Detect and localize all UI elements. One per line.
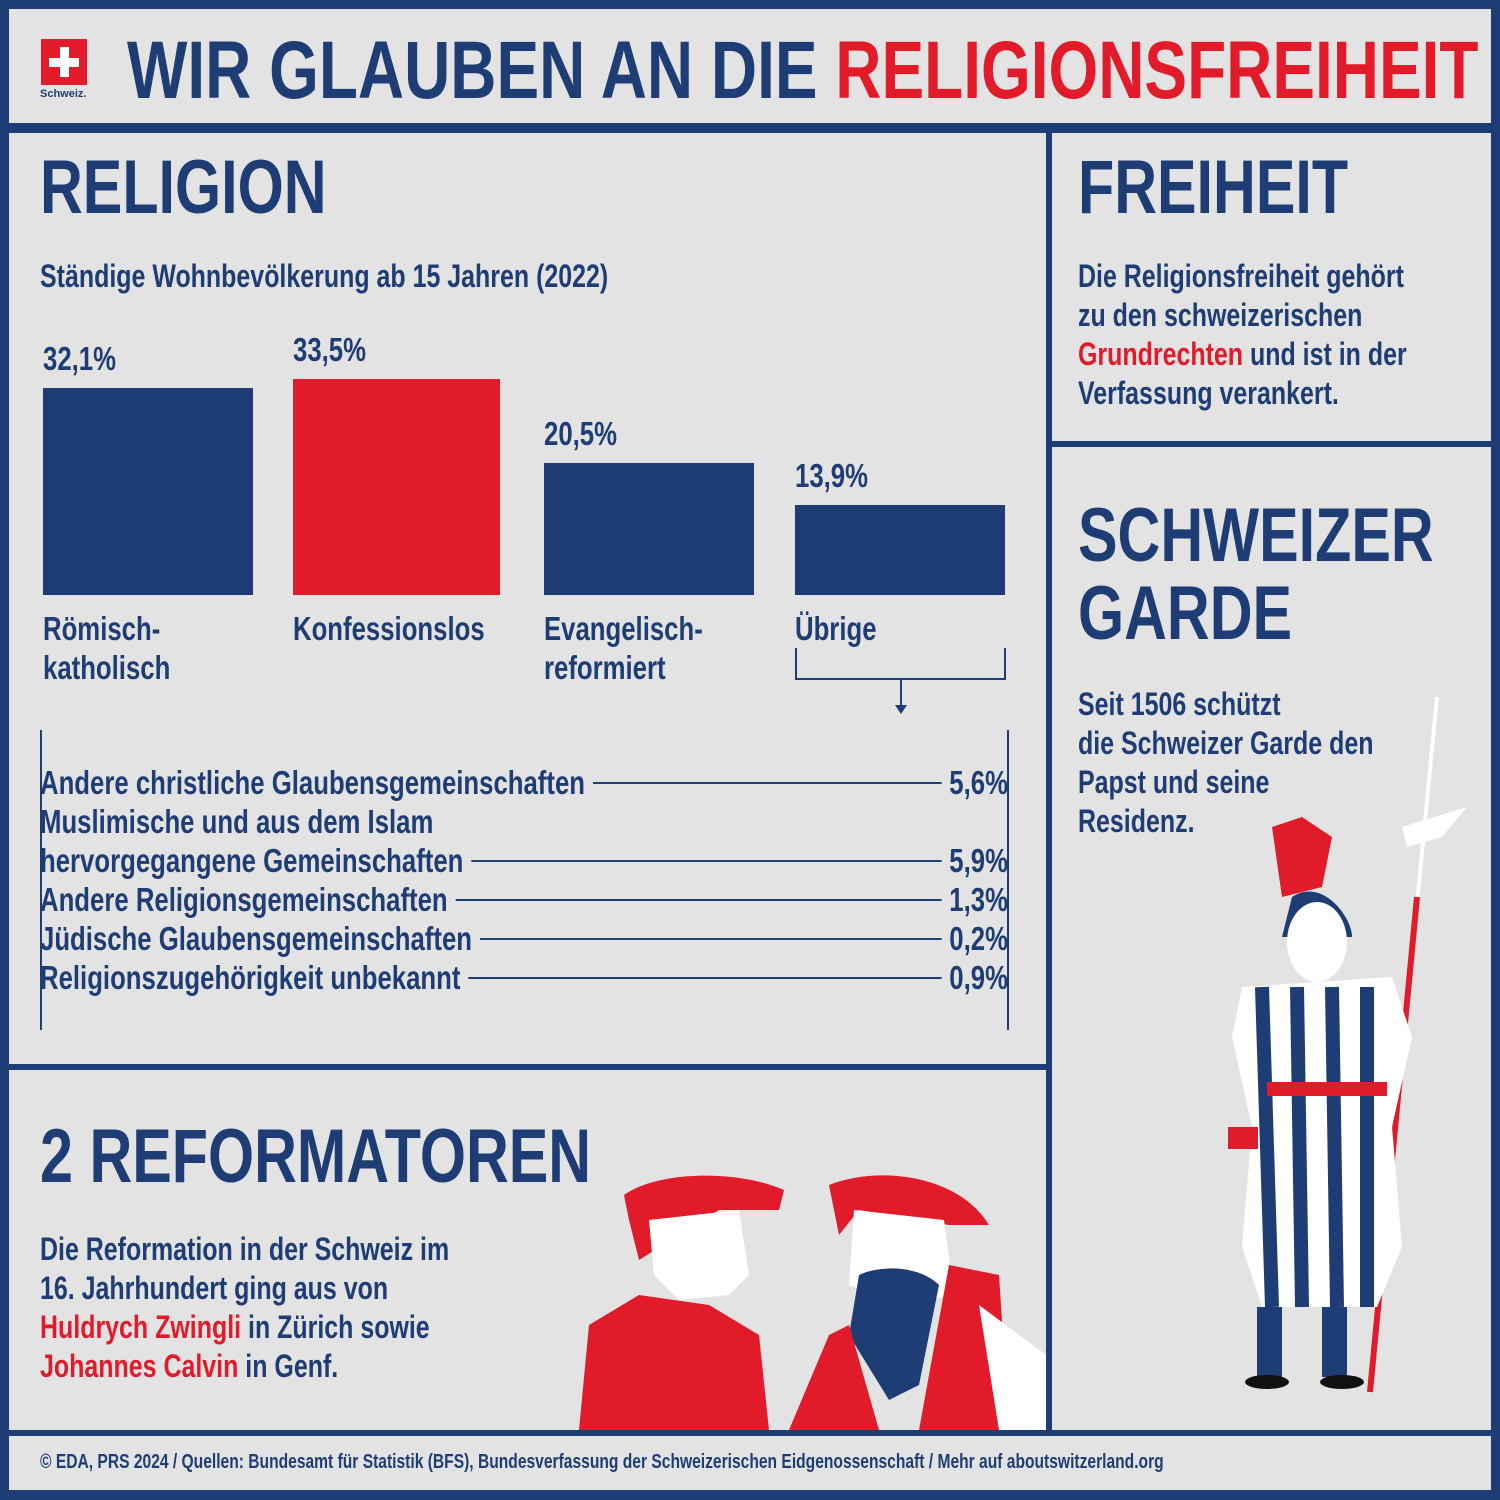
reformers-illustration xyxy=(579,1175,1046,1430)
bar-0 xyxy=(43,387,253,595)
freiheit-text: Die Religionsfreiheit gehört zu den schw… xyxy=(1078,258,1407,411)
breakdown-value: 5,6% xyxy=(949,764,1008,801)
uebrige-bracket xyxy=(795,648,1006,680)
breakdown-value: 0,2% xyxy=(949,920,1008,957)
bar-value-label: 32,1% xyxy=(43,339,116,377)
page-title: WIR GLAUBEN AN DIE RELIGIONSFREIHEIT xyxy=(127,25,1479,116)
breakdown-item: Religionszugehörigkeit unbekannt 0,9% xyxy=(40,959,1008,996)
leader-line xyxy=(455,898,942,901)
logo-text: Schweiz. xyxy=(40,88,87,100)
leader-line xyxy=(468,976,942,979)
garde-panel: SCHWEIZER GARDE Seit 1506 schützt die Sc… xyxy=(1052,447,1491,1430)
garde-heading: SCHWEIZER GARDE xyxy=(1078,493,1434,656)
reformatoren-panel: 2 REFORMATOREN Die Reformation in der Sc… xyxy=(9,1070,1046,1430)
bar-category-label: Konfessionslos xyxy=(293,610,485,647)
leader-line xyxy=(471,859,942,862)
bar-value-label: 13,9% xyxy=(795,457,868,495)
religion-heading: RELIGION xyxy=(40,145,327,230)
bar-category-label: Übrige xyxy=(795,610,877,647)
breakdown-item: hervorgegangene Gemeinschaften 5,9% xyxy=(40,842,1008,879)
leader-line xyxy=(479,937,942,940)
swiss-flag-logo xyxy=(41,39,87,85)
chart-subtitle: Ständige Wohnbevölkerung ab 15 Jahren (2… xyxy=(40,258,609,294)
breakdown-item: Muslimische und aus dem Islam xyxy=(40,803,434,840)
bar-value-label: 20,5% xyxy=(544,414,617,452)
breakdown-item: Andere christliche Glaubensgemeinschafte… xyxy=(40,764,1008,801)
breakdown-item: Jüdische Glaubensgemeinschaften 0,2% xyxy=(40,920,1008,957)
freiheit-panel: FREIHEIT Die Religionsfreiheit gehört zu… xyxy=(1052,133,1491,441)
bar-category-label: Evangelisch-reformiert xyxy=(544,610,703,686)
header: Schweiz. WIR GLAUBEN AN DIE RELIGIONSFRE… xyxy=(9,9,1491,123)
freiheit-heading: FREIHEIT xyxy=(1078,145,1349,230)
bar-3 xyxy=(795,505,1005,595)
garde-text: Seit 1506 schützt die Schweizer Garde de… xyxy=(1078,686,1374,839)
arrow-down-icon xyxy=(900,680,902,712)
footer: © EDA, PRS 2024 / Quellen: Bundesamt für… xyxy=(9,1436,1491,1490)
breakdown-value: 1,3% xyxy=(949,881,1008,918)
reformatoren-text: Die Reformation in der Schweiz im 16. Ja… xyxy=(40,1231,450,1384)
bar-2 xyxy=(544,462,754,595)
breakdown-value: 0,9% xyxy=(949,959,1008,996)
breakdown-box xyxy=(40,730,1009,1030)
reformatoren-heading: 2 REFORMATOREN xyxy=(40,1114,592,1199)
swiss-guard-illustration xyxy=(1228,696,1467,1393)
religion-panel: RELIGION Ständige Wohnbevölkerung ab 15 … xyxy=(9,133,1046,1064)
leader-line xyxy=(592,781,942,784)
bar-1 xyxy=(293,378,500,595)
footer-credits: © EDA, PRS 2024 / Quellen: Bundesamt für… xyxy=(40,1451,1164,1473)
breakdown-list: Andere christliche Glaubensgemeinschafte… xyxy=(40,763,1008,997)
bar-category-label: Römisch-katholisch xyxy=(43,610,171,686)
breakdown-item: Andere Religionsgemeinschaften 1,3% xyxy=(40,881,1008,918)
breakdown-value: 5,9% xyxy=(949,842,1008,879)
bar-value-label: 33,5% xyxy=(293,330,366,368)
